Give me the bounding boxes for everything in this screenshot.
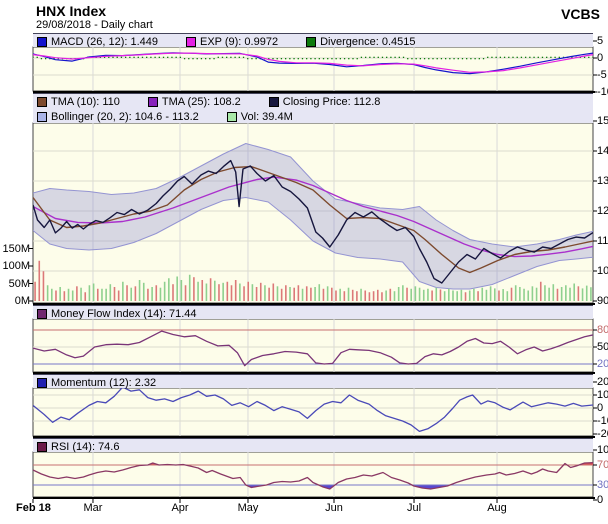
legend-swatch — [37, 441, 47, 452]
legend-swatch — [306, 36, 317, 47]
axis-label: 130 — [597, 175, 608, 187]
month-label: Aug — [487, 502, 507, 514]
axis-label: 80 — [597, 324, 608, 336]
legend-label: TMA (25): 108.2 — [161, 95, 241, 108]
axis-label: 0 — [597, 402, 604, 414]
legend-item: TMA (25): 108.2 — [147, 95, 241, 108]
legend-swatch — [37, 111, 47, 122]
axis-label: -10 — [597, 415, 608, 427]
legend-item: Money Flow Index (14): 71.44 — [37, 308, 197, 320]
month-label: Jul — [406, 502, 422, 514]
price-legend-band: TMA (10): 110 TMA (25): 108.2 Closing Pric… — [33, 93, 593, 123]
legend-item: MACD (26, 12): 1.449 — [37, 36, 158, 48]
legend-swatch — [37, 308, 47, 319]
axis-label: 0M — [14, 295, 30, 307]
axis-label: 5 — [597, 35, 604, 47]
legend-label: EXP (9): 0.9972 — [200, 35, 279, 48]
legend-label: MACD (26, 12): 1.449 — [51, 35, 158, 48]
legend-item: TMA (10): 110 — [37, 96, 120, 108]
axis-label: 100 — [597, 265, 608, 277]
macd-legend-row: MACD (26, 12): 1.449 EXP (9): 0.9972 Diver… — [33, 34, 593, 49]
legend-label: RSI (14): 74.6 — [51, 440, 120, 453]
macd-legend-band: MACD (26, 12): 1.449 EXP (9): 0.9972 Diver… — [33, 33, 593, 49]
price-legend-row-2: Bollinger (20, 2): 104.6 - 113.2 Vol: 39.… — [33, 109, 593, 124]
axis-label: 140 — [597, 145, 608, 157]
mfi-legend-band: Money Flow Index (14): 71.44 — [33, 305, 593, 321]
axis-label: 150 — [597, 115, 608, 127]
axis-label: 10 — [597, 389, 608, 401]
month-label: Apr — [171, 502, 189, 514]
legend-label: Vol: 39.4M — [240, 110, 293, 123]
legend-swatch — [37, 377, 47, 388]
rsi-legend-row: RSI (14): 74.6 — [33, 439, 593, 454]
axis-label: 20 — [597, 358, 608, 370]
axis-label: 100M — [2, 260, 30, 272]
legend-item: Momentum (12): 2.32 — [37, 377, 156, 389]
axis-label: 30 — [597, 479, 608, 491]
legend-swatch — [37, 96, 47, 107]
rsi-legend-band: RSI (14): 74.6 — [33, 438, 593, 454]
month-label: May — [237, 502, 259, 514]
month-label: Jun — [325, 502, 343, 514]
axis-label: 70 — [597, 459, 608, 471]
axis-label: 110 — [597, 235, 608, 247]
legend-swatch — [268, 96, 279, 107]
legend-item: Closing Price: 112.8 — [268, 95, 381, 108]
legend-item: RSI (14): 74.6 — [37, 441, 119, 453]
chart-subtitle: 29/08/2018 - Daily chart — [36, 19, 153, 31]
axis-label: 50M — [8, 277, 30, 290]
legend-swatch — [147, 96, 158, 107]
page-title: HNX Index — [36, 3, 107, 19]
axis-label: 0 — [597, 52, 604, 64]
price-legend-row-1: TMA (10): 110 TMA (25): 108.2 Closing Pric… — [33, 94, 593, 109]
legend-label: Closing Price: 112.8 — [282, 95, 381, 108]
mfi-legend-row: Money Flow Index (14): 71.44 — [33, 306, 593, 321]
axis-label: 90 — [597, 295, 608, 307]
brand-logo: VCBS — [561, 6, 600, 22]
legend-label: Money Flow Index (14): 71.44 — [51, 307, 197, 320]
legend-label: Momentum (12): 2.32 — [51, 376, 157, 389]
legend-label: Bollinger (20, 2): 104.6 - 113.2 — [51, 110, 199, 123]
axis-label: -10 — [597, 86, 608, 98]
axis-label: 0 — [597, 494, 604, 506]
legend-swatch — [226, 111, 237, 122]
legend-label: TMA (10): 110 — [51, 95, 120, 108]
legend-swatch — [186, 36, 196, 47]
month-label: Mar — [83, 502, 103, 514]
legend-item: EXP (9): 0.9972 — [186, 36, 278, 48]
month-label: Feb 18 — [16, 502, 51, 514]
momentum-legend-row: Momentum (12): 2.32 — [33, 375, 593, 390]
momentum-legend-band: Momentum (12): 2.32 — [33, 374, 593, 390]
axis-label: -20 — [597, 428, 608, 440]
legend-item: Vol: 39.4M — [226, 110, 293, 123]
axis-label: -5 — [597, 69, 607, 81]
axis-label: 120 — [597, 205, 608, 217]
legend-item: Divergence: 0.4515 — [306, 36, 415, 48]
legend-swatch — [37, 36, 47, 47]
axis-label: 150M — [2, 242, 30, 255]
legend-label: Divergence: 0.4515 — [320, 35, 416, 48]
axis-label: 100 — [597, 444, 608, 456]
legend-item: Bollinger (20, 2): 104.6 - 113.2 — [37, 111, 199, 123]
axis-label: 20 — [597, 376, 608, 388]
axis-label: 50 — [597, 341, 608, 353]
